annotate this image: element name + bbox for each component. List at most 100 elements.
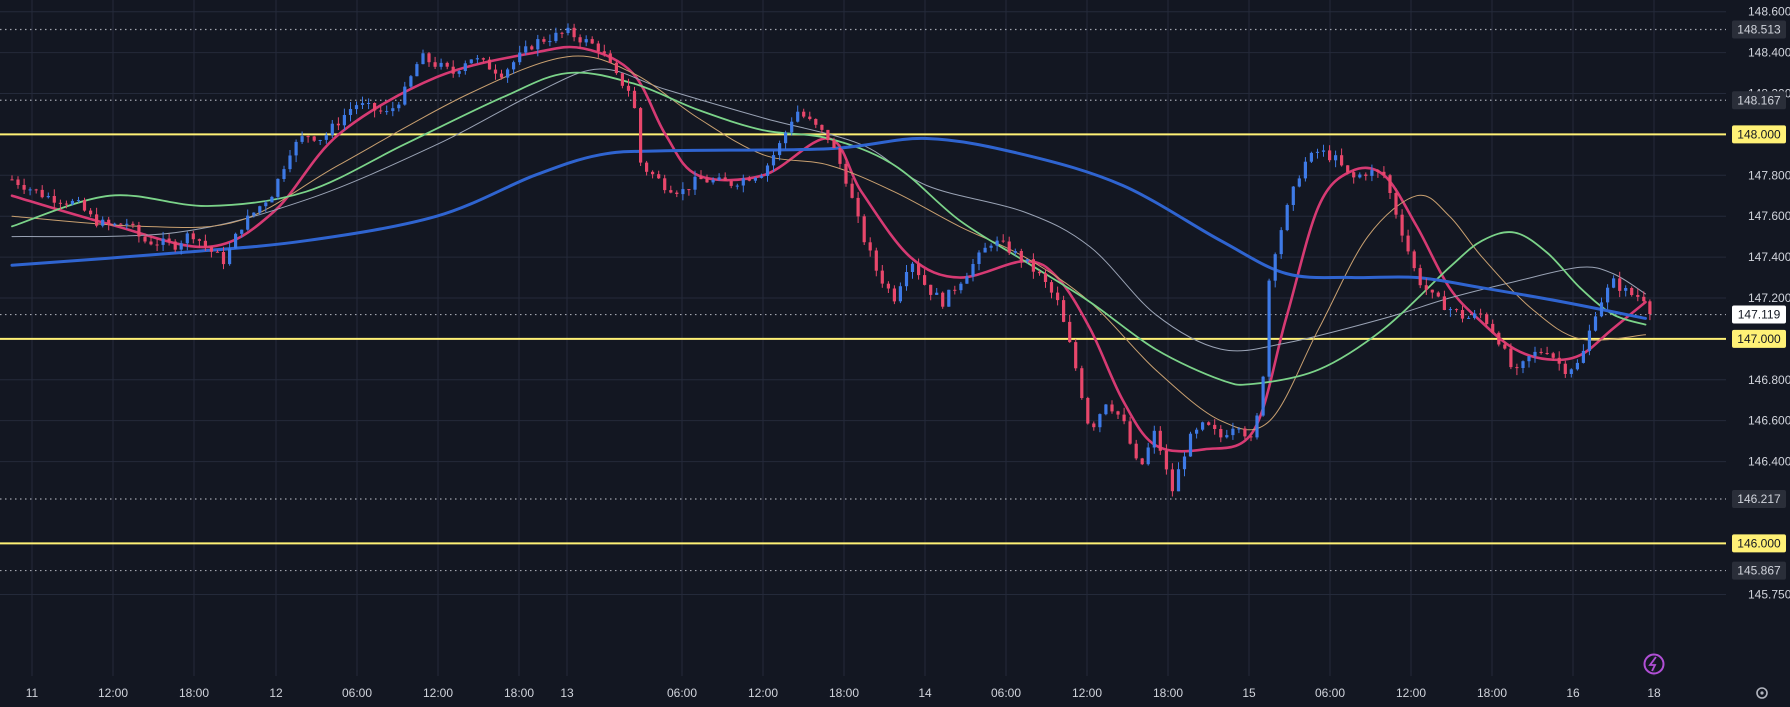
candle-body	[983, 247, 987, 253]
candle-body	[336, 123, 340, 126]
candles	[10, 23, 1652, 497]
candle-body	[330, 123, 334, 135]
candle-body	[403, 86, 407, 105]
candle-body	[645, 162, 649, 172]
candle-body	[1400, 214, 1404, 236]
candle-body	[917, 263, 921, 276]
y-tick-label: 146.800	[1748, 373, 1790, 387]
candle-body	[632, 90, 637, 109]
candle-body	[1315, 151, 1320, 153]
x-tick-label: 18:00	[1153, 686, 1183, 700]
candle-body	[1098, 414, 1102, 428]
candle-body	[759, 175, 763, 178]
candle-body	[1188, 433, 1193, 457]
candle-body	[626, 85, 631, 91]
price-tag-box	[1732, 561, 1786, 580]
candle-body	[469, 59, 473, 64]
candle-body	[228, 248, 232, 265]
candle-body	[850, 183, 854, 198]
candle-body	[1467, 317, 1471, 319]
candle-body	[705, 179, 709, 183]
price-tag-label: 148.513	[1737, 23, 1781, 37]
candle-body	[1418, 268, 1422, 286]
candle-body	[578, 37, 582, 43]
candle-body	[1551, 353, 1555, 358]
candle-body	[1225, 435, 1229, 438]
candle-body	[530, 46, 534, 50]
candle-body	[892, 288, 896, 302]
price-tag-label: 146.217	[1737, 492, 1781, 506]
candle-body	[1056, 292, 1060, 301]
candle-body	[862, 216, 866, 243]
x-tick-label: 15	[1242, 686, 1256, 700]
candle-body	[1479, 313, 1483, 315]
replay-icon[interactable]	[1643, 653, 1665, 675]
candle-body	[342, 115, 346, 126]
candle-body	[1049, 282, 1054, 293]
candle-body	[512, 62, 516, 70]
candle-body	[143, 236, 147, 242]
candle-body	[590, 39, 594, 44]
candle-body	[433, 62, 437, 67]
y-tick-label: 147.200	[1748, 291, 1790, 305]
candle-body	[1557, 357, 1561, 364]
candle-body	[1618, 278, 1622, 291]
y-tick-label: 147.600	[1748, 209, 1790, 223]
y-tick-label: 146.400	[1748, 455, 1790, 469]
candle-body	[693, 176, 697, 190]
candle-body	[64, 203, 68, 205]
candle-body	[765, 165, 770, 176]
candle-body	[1321, 150, 1326, 152]
candle-body	[548, 41, 552, 43]
candle-body	[1261, 376, 1265, 416]
candle-body	[602, 51, 606, 54]
candle-body	[1279, 230, 1283, 255]
candle-body	[451, 66, 455, 74]
candle-body	[1297, 178, 1301, 187]
candle-body	[729, 180, 733, 186]
candle-body	[1346, 165, 1350, 173]
candle-body	[778, 143, 782, 156]
candle-body	[149, 241, 153, 245]
candle-body	[832, 140, 836, 148]
candle-body	[524, 46, 528, 53]
candle-body	[161, 238, 165, 245]
candle-body	[1376, 170, 1380, 172]
candle-body	[240, 229, 244, 234]
candle-body	[252, 212, 256, 216]
candle-body	[360, 103, 365, 105]
candle-body	[373, 103, 377, 111]
candle-body	[58, 202, 62, 204]
candle-body	[22, 185, 26, 190]
candle-body	[421, 53, 425, 65]
settings-gear-icon[interactable]	[1756, 687, 1768, 699]
candle-body	[1231, 428, 1235, 436]
candle-body	[1255, 415, 1259, 438]
candle-body	[1309, 152, 1313, 162]
x-tick-label: 11	[26, 686, 39, 700]
candle-body	[1503, 344, 1507, 349]
candle-body	[34, 189, 38, 191]
candle-body	[415, 64, 419, 77]
y-tick-label: 147.800	[1748, 168, 1790, 182]
y-tick-label: 148.600	[1748, 5, 1790, 19]
candle-body	[1412, 251, 1416, 269]
candle-body	[614, 62, 618, 74]
candle-body	[1485, 314, 1489, 324]
candle-body	[379, 110, 383, 112]
price-tag-label: 147.119	[1738, 308, 1781, 322]
x-tick-label: 06:00	[667, 686, 697, 700]
candle-body	[802, 111, 806, 117]
candle-body	[620, 73, 624, 86]
candle-body	[953, 289, 957, 291]
candle-body	[844, 163, 848, 184]
candle-body	[1062, 300, 1066, 322]
price-tag-box	[1732, 125, 1786, 144]
candle-body	[137, 225, 141, 237]
x-tick-label: 06:00	[991, 686, 1021, 700]
candle-body	[1545, 353, 1549, 354]
candle-body	[681, 189, 685, 195]
candle-body	[1122, 414, 1126, 422]
price-tag-label: 146.000	[1737, 536, 1781, 550]
candle-body	[46, 196, 50, 198]
